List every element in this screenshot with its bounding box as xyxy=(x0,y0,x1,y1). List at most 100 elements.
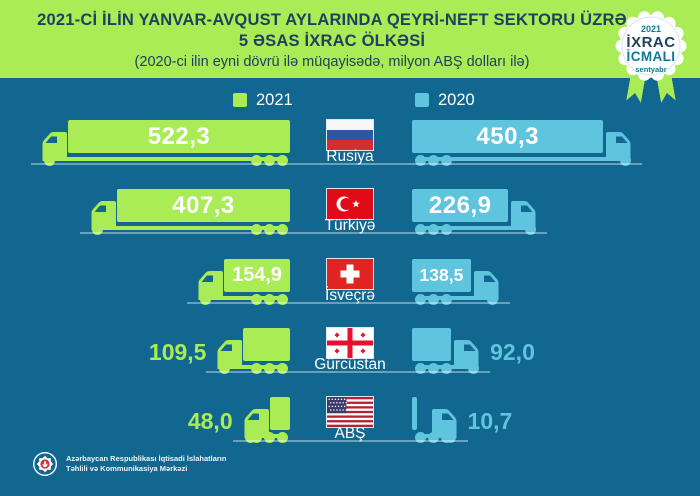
truck-2020-wheel xyxy=(427,223,439,235)
truck-2020-chassis xyxy=(416,157,629,161)
truck-2020-wheel xyxy=(427,431,439,443)
truck-2021-wheel xyxy=(276,154,288,166)
chart-row-g-rc-stan: 109,5 Gürcüstan 92,0 xyxy=(0,325,700,379)
chart-row-ab-: 48,0 ABŞ 10,7 xyxy=(0,394,700,448)
truck-2021-wheel xyxy=(43,154,55,166)
truck-2020-wheel xyxy=(414,431,426,443)
truck-2021-cab xyxy=(41,131,68,161)
legend-swatch-2021 xyxy=(233,93,247,107)
truck-2021-chassis xyxy=(44,157,286,161)
org-name-line-1: Azərbaycan Respublikası İqtisadi İslahat… xyxy=(66,454,227,463)
switzerland-flag xyxy=(327,259,373,289)
truck-2021-wheel xyxy=(199,293,211,305)
country-label: ABŞ xyxy=(334,425,366,442)
truck-2021-wheel xyxy=(250,293,262,305)
value-2020: 92,0 xyxy=(490,339,535,365)
truck-2020-wheel xyxy=(619,154,631,166)
truck-2020-cab xyxy=(473,270,500,300)
truck-2021-wheel xyxy=(276,293,288,305)
value-2020: 10,7 xyxy=(467,408,513,434)
value-2021: 109,5 xyxy=(148,339,207,365)
truck-2020-wheel xyxy=(427,293,439,305)
truck-2021-wheel xyxy=(263,293,275,305)
value-2020: 450,3 xyxy=(476,122,539,150)
truck-2021-wheel xyxy=(276,223,288,235)
usa-flag xyxy=(327,397,373,427)
country-label: Gürcüstan xyxy=(314,356,386,373)
legend-label-2020: 2020 xyxy=(438,90,475,109)
title-line-1: 2021-Cİ İLİN YANVAR-AVQUST AYLARINDA QEY… xyxy=(37,11,627,29)
truck-2020-chassis xyxy=(416,226,534,230)
truck-2020-wheel xyxy=(414,154,426,166)
value-2020: 138,5 xyxy=(419,265,464,285)
country-label: Türkiyə xyxy=(324,217,376,234)
truck-2020-cab xyxy=(431,408,458,438)
legend-item-2020: 2020 xyxy=(415,90,475,109)
value-2021: 407,3 xyxy=(172,191,235,219)
truck-2021-wheel xyxy=(92,223,104,235)
russia-flag xyxy=(327,120,373,150)
truck-2020-wheel xyxy=(427,154,439,166)
badge-title-2: İCMALI xyxy=(626,49,676,64)
value-2021: 154,9 xyxy=(232,264,282,286)
badge-month: sentyabr xyxy=(635,65,667,74)
truck-2021-wheel xyxy=(276,431,288,443)
georgia-flag xyxy=(327,328,373,358)
truck-2021-wheel xyxy=(250,431,262,443)
export-review-badge: 2021 İXRAC İCMALI sentyabr xyxy=(613,8,689,84)
truck-2020-wheel xyxy=(440,293,452,305)
country-label: Rusiya xyxy=(326,148,374,165)
truck-2020-wheel xyxy=(427,362,439,374)
truck-2020-chassis xyxy=(416,296,496,300)
truck-2021-wheel xyxy=(250,154,262,166)
truck-2020-wheel xyxy=(487,293,499,305)
truck-2020-wheel xyxy=(445,431,456,443)
truck-2020-wheel xyxy=(440,154,452,166)
truck-2020-wheel xyxy=(440,223,452,235)
footer-org: Azərbaycan Respublikası İqtisadi İslahat… xyxy=(32,451,226,477)
truck-2021-wheel xyxy=(263,154,275,166)
truck-2020-wheel xyxy=(440,362,452,374)
truck-2020-trailer: 450,3 xyxy=(412,120,604,153)
org-name-line-2: Təhlili və Kommunikasiya Mərkəzi xyxy=(66,464,188,473)
legend-label-2021: 2021 xyxy=(256,90,293,109)
truck-2021-wheel xyxy=(263,362,275,374)
truck-2020-cab xyxy=(605,131,632,161)
ground-line xyxy=(206,371,491,373)
truck-2020-wheel xyxy=(467,362,479,374)
truck-2020-trailer xyxy=(412,328,452,361)
turkey-flag xyxy=(327,189,373,219)
chart-row-i-sve-r-: 154,9 İsveçrə 138,5 xyxy=(0,256,700,310)
truck-2021-chassis xyxy=(92,226,286,230)
legend-item-2021: 2021 xyxy=(233,90,293,109)
truck-2020-trailer: 138,5 xyxy=(412,259,471,292)
truck-2020-cab xyxy=(453,339,480,369)
truck-2021-wheel xyxy=(276,362,288,374)
rosette-seal-icon xyxy=(615,11,687,81)
chart-row-rusiya: 522,3 Rusiya 450,3 xyxy=(0,117,700,171)
header-band xyxy=(0,0,700,78)
truck-2020-wheel xyxy=(414,362,426,374)
truck-2020-trailer: 226,9 xyxy=(412,189,509,222)
subtitle: (2020-ci ilin eyni dövrü ilə müqayisədə,… xyxy=(134,54,530,70)
truck-2021-chassis xyxy=(200,296,286,300)
country-label: İsveçrə xyxy=(325,287,375,304)
truck-2021-wheel xyxy=(250,362,262,374)
ground-line xyxy=(232,440,468,442)
ground-line xyxy=(79,232,548,234)
truck-2021-wheel xyxy=(263,431,275,443)
azerbaijan-coat-of-arms-icon xyxy=(32,451,58,477)
truck-2021-trailer xyxy=(269,397,290,430)
truck-2021-wheel xyxy=(263,223,275,235)
ground-line xyxy=(187,302,510,304)
truck-2021-cab xyxy=(243,408,270,438)
truck-2021-cab xyxy=(197,270,224,300)
truck-2021-wheel xyxy=(219,362,230,374)
truck-2021-trailer: 522,3 xyxy=(68,120,290,153)
value-2021: 522,3 xyxy=(147,122,211,150)
legend-swatch-2020 xyxy=(415,93,429,107)
truck-2020-wheel xyxy=(524,223,536,235)
truck-2020-wheel xyxy=(414,293,426,305)
title-line-2: 5 ƏSAS İXRAC ÖLKƏSİ xyxy=(238,32,426,50)
